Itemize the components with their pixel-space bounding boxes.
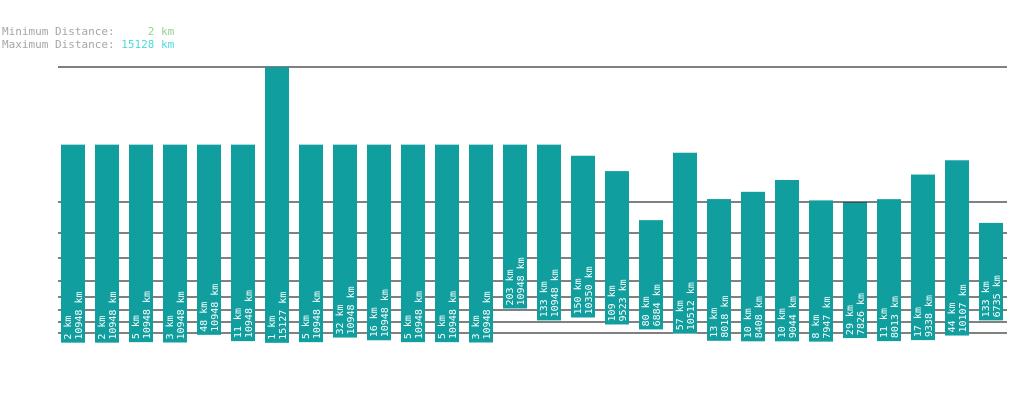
distance-bar [231, 144, 255, 342]
bar-start-label: 5 km [131, 315, 142, 339]
distance-bar [503, 144, 527, 309]
bar-start-label: 29 km [845, 305, 856, 335]
bar-end-label: 8018 km [720, 296, 731, 338]
bar-start-label: 13 km [709, 308, 720, 338]
distance-bar [129, 144, 153, 343]
distance-bar [163, 144, 187, 343]
bar-end-label: 10948 km [312, 291, 323, 339]
bar-start-label: 11 km [233, 308, 244, 338]
distance-bar [673, 152, 697, 334]
bar-start-label: 32 km [335, 304, 346, 334]
distance-bar [775, 180, 799, 342]
bar-end-label: 6884 km [652, 284, 663, 326]
bar-end-label: 10948 km [380, 289, 391, 337]
bar-end-label: 10948 km [414, 291, 425, 339]
distance-bar [61, 144, 85, 343]
min-distance-value: 2 km [147, 25, 175, 38]
bar-start-label: 5 km [437, 315, 448, 339]
bar-start-label: 133 km [981, 281, 992, 317]
distance-bar [639, 220, 663, 330]
distance-bar [877, 199, 901, 342]
bar-start-label: 11 km [879, 308, 890, 338]
distance-bar [469, 144, 493, 343]
bar-start-label: 44 km [947, 302, 958, 332]
bar-end-label: 10948 km [448, 291, 459, 339]
bar-end-label: 10948 km [482, 291, 493, 339]
distance-bar [333, 144, 357, 338]
distance-bar [911, 174, 935, 341]
bar-end-label: 6735 km [992, 275, 1003, 317]
distance-bar [435, 144, 459, 343]
distance-bar [367, 144, 391, 341]
max-distance-label: Maximum Distance: [2, 38, 115, 51]
distance-bar [537, 144, 561, 321]
bar-end-label: 10948 km [550, 269, 561, 317]
distance-bar [265, 67, 289, 343]
distance-summary: Minimum Distance: 2 km Maximum Distance:… [2, 25, 174, 51]
distance-bar [707, 199, 731, 341]
bar-start-label: 57 km [675, 300, 686, 330]
bar-start-label: 48 km [199, 302, 210, 332]
bar-start-label: 17 km [913, 307, 924, 337]
bar-end-label: 10948 km [244, 290, 255, 338]
bar-start-label: 10 km [777, 308, 788, 338]
distance-bar [197, 144, 221, 335]
distance-bar [401, 144, 425, 343]
bar-end-label: 10948 km [346, 286, 357, 334]
bar-end-label: 10350 km [584, 266, 595, 314]
bar-start-label: 10 km [743, 308, 754, 338]
distance-bar [299, 144, 323, 343]
min-distance-label: Minimum Distance: [2, 25, 115, 38]
bar-start-label: 109 km [607, 285, 618, 321]
distance-bar [741, 191, 765, 342]
bar-start-label: 80 km [641, 296, 652, 326]
bar-start-label: 16 km [369, 307, 380, 337]
bar-start-label: 5 km [301, 315, 312, 339]
bar-end-label: 8013 km [890, 296, 901, 338]
bar-start-label: 5 km [403, 315, 414, 339]
bar-start-label: 3 km [165, 315, 176, 339]
bar-end-label: 7826 km [856, 293, 867, 335]
distance-bar [809, 200, 833, 342]
bar-end-label: 10948 km [142, 291, 153, 339]
bar-end-label: 9523 km [618, 279, 629, 321]
bar-end-label: 10107 km [958, 284, 969, 332]
distance-bar [843, 202, 867, 339]
max-distance-value: 15128 km [121, 38, 175, 51]
bar-end-label: 10948 km [108, 291, 119, 339]
bar-start-label: 203 km [505, 269, 516, 305]
distance-bar [571, 155, 595, 318]
bar-end-label: 7947 km [822, 296, 833, 338]
bar-start-label: 133 km [539, 281, 550, 317]
bar-start-label: 150 km [573, 278, 584, 314]
bar-end-label: 10948 km [210, 284, 221, 332]
bar-end-label: 10948 km [176, 291, 187, 339]
bar-start-label: 2 km [97, 316, 108, 340]
bar-end-label: 8408 km [754, 296, 765, 338]
bar-end-label: 10512 km [686, 282, 697, 330]
bar-start-label: 2 km [63, 316, 74, 340]
distance-bar [95, 144, 119, 343]
distance-bar [945, 160, 969, 336]
bar-end-label: 10948 km [516, 257, 527, 305]
bar-start-label: 1 km [267, 316, 278, 340]
distance-bar [605, 171, 629, 325]
bar-start-label: 3 km [471, 315, 482, 339]
bar-end-label: 10948 km [74, 291, 85, 339]
bar-end-label: 9338 km [924, 295, 935, 337]
distance-bar [979, 222, 1003, 321]
bar-end-label: 15127 km [278, 292, 289, 340]
bars-group: 2 km 10948 km 2 km 10948 km 5 km 10948 km 3 km… [61, 67, 1003, 343]
bar-end-label: 9044 km [788, 296, 799, 338]
bar-start-label: 8 km [811, 315, 822, 339]
